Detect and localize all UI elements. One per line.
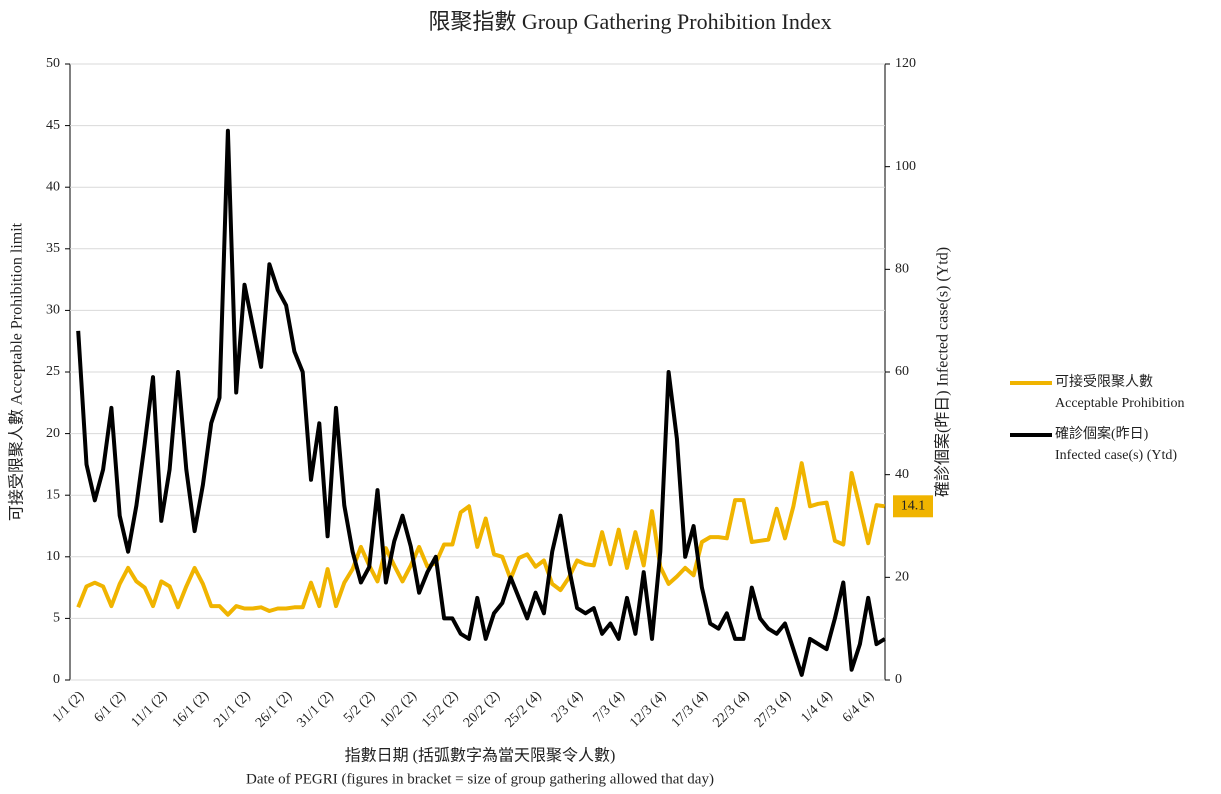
y2-tick-label: 120: [895, 56, 916, 71]
y2-tick-label: 0: [895, 672, 902, 687]
x-axis-label: 指數日期 (括弧數字為當天限聚令人數): [345, 747, 616, 765]
y2-tick-label: 40: [895, 467, 909, 482]
y-tick-label: 15: [46, 487, 60, 502]
y-tick-label: 45: [46, 118, 60, 133]
x-tick-label: 16/1 (2): [170, 688, 212, 730]
x-tick-label: 31/1 (2): [295, 688, 337, 730]
x-tick-label: 12/3 (4): [627, 688, 669, 730]
y2-tick-label: 60: [895, 364, 909, 379]
x-tick-label: 15/2 (2): [419, 688, 461, 730]
value-label-box: [893, 495, 933, 518]
x-tick-label: 6/4 (4): [840, 688, 878, 726]
x-tick-label: 10/2 (2): [378, 688, 420, 730]
x-tick-label: 1/4 (4): [798, 688, 836, 726]
y-axis-label: 可接受限聚人數 Acceptable Prohibition limit: [8, 222, 26, 521]
x-tick-label: 6/1 (2): [92, 688, 130, 726]
x-tick-label: 1/1 (2): [50, 688, 88, 726]
y-tick-label: 40: [46, 179, 60, 194]
x-tick-label: 27/3 (4): [752, 688, 794, 730]
legend-entry: 確診個案(昨日) Infected case(s) (Ytd): [1010, 424, 1177, 466]
y-tick-label: 30: [46, 303, 60, 318]
y2-tick-label: 80: [895, 262, 909, 277]
x-tick-label: 11/1 (2): [129, 688, 171, 730]
legend-swatch: [1010, 433, 1052, 437]
x-tick-label: 21/1 (2): [211, 688, 253, 730]
x-tick-label: 17/3 (4): [669, 688, 711, 730]
x-tick-label: 22/3 (4): [710, 688, 752, 730]
legend-label: 確診個案(昨日) Infected case(s) (Ytd): [1055, 427, 1178, 463]
x-tick-label: 26/1 (2): [253, 688, 295, 730]
legend-label: 可接受限聚人數 Acceptable Prohibition: [1055, 375, 1185, 411]
legend-entry: 可接受限聚人數 Acceptable Prohibition: [1010, 372, 1184, 414]
line-series: [76, 128, 886, 677]
value-label: 14.1: [901, 499, 926, 514]
y2-axis-label: 確診個案(昨日) Infected case(s) (Ytd): [934, 247, 952, 497]
y-tick-label: 35: [46, 241, 60, 256]
legend-swatch: [1010, 381, 1052, 385]
x-tick-label: 7/3 (4): [591, 688, 629, 726]
x-tick-label: 20/2 (2): [461, 688, 503, 730]
y-tick-label: 25: [46, 364, 60, 379]
x-tick-label: 25/2 (4): [502, 688, 544, 730]
x-axis-label: Date of PEGRI (figures in bracket = size…: [246, 771, 714, 787]
y-tick-label: 0: [53, 672, 60, 687]
chart-title: 限聚指數 Group Gathering Prohibition Index: [428, 9, 831, 34]
y-tick-label: 50: [46, 56, 60, 71]
line-series: [76, 461, 886, 617]
x-tick-label: 2/3 (4): [549, 688, 587, 726]
x-tick-label: 5/2 (2): [341, 688, 379, 726]
y2-tick-label: 20: [895, 570, 909, 585]
y-tick-label: 5: [53, 611, 60, 626]
y2-tick-label: 100: [895, 159, 916, 174]
y-tick-label: 20: [46, 426, 60, 441]
y-tick-label: 10: [46, 549, 60, 564]
